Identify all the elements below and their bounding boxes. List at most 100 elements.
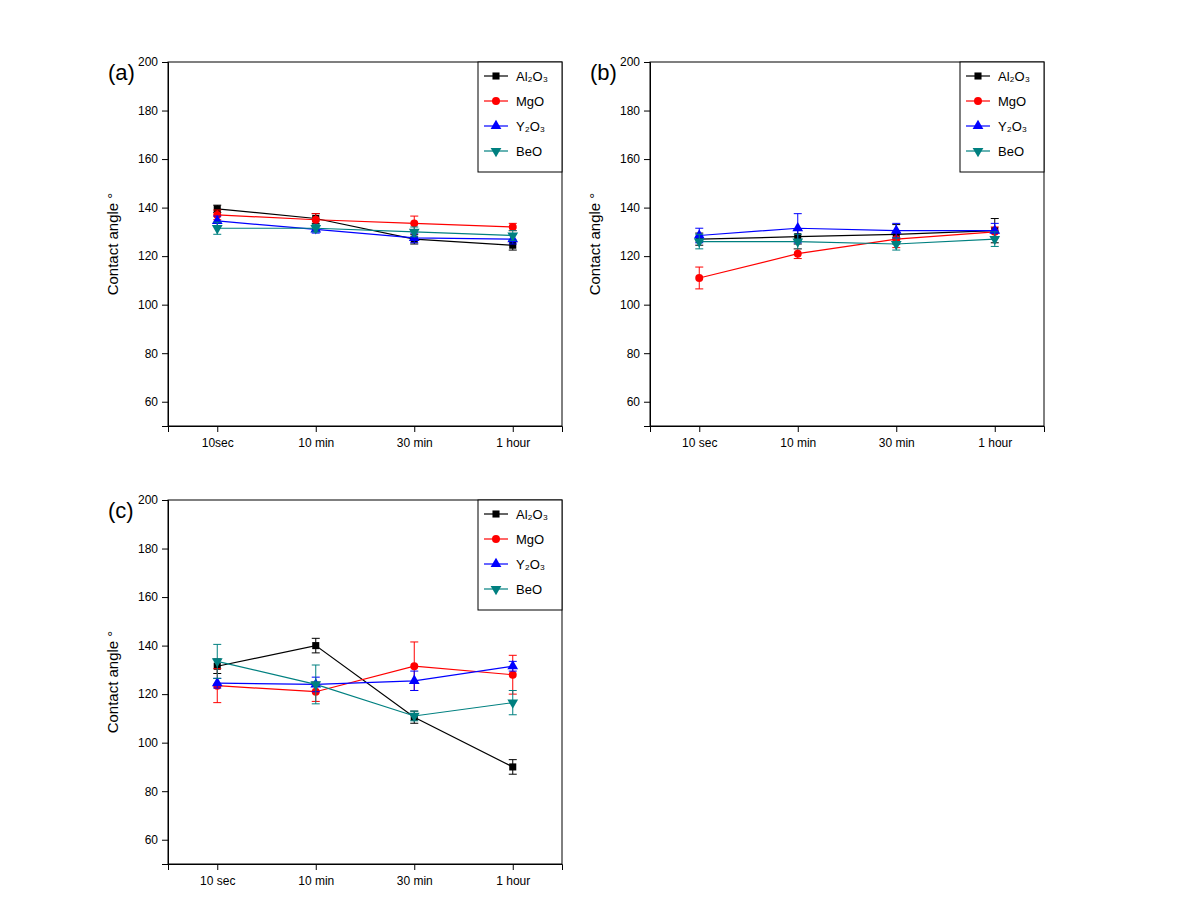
error-bar-segment [213,678,221,679]
x-tick-mark [513,864,514,870]
legend-marker [491,586,502,595]
y-tick-label: 160 [620,152,640,166]
error-bar-segment [312,703,320,704]
legend-entry: Al₂O₃ [484,507,548,522]
x-tick: 10sec [202,426,234,450]
legend-entry: BeO [966,144,1024,159]
x-tick-label: 1 hour [496,874,530,888]
y-tick: 120 [620,249,650,263]
y-tick-label: 140 [138,201,158,215]
x-axis: 10 sec 10 min 30 min 1 hour [169,864,563,888]
legend-box [960,62,1044,172]
x-tick: 10 sec [200,864,235,888]
error-bar [509,223,517,230]
error-bar-segment [509,714,517,715]
marker [310,681,321,690]
error-bar-segment [410,690,418,691]
plot-frame [650,62,1044,426]
error-bar-segment [509,655,517,656]
x-tick-mark [217,864,218,870]
error-bar-segment [892,237,900,238]
marker [312,216,320,224]
y-tick-mark [162,62,168,63]
error-bar-segment [410,711,418,712]
marker [409,229,420,238]
y-tick: 80 [145,347,168,361]
x-axis-line [651,427,1045,433]
x-tick-mark [316,864,317,870]
y-tick: 160 [620,152,650,166]
y-tick: 120 [138,249,168,263]
marker [891,224,902,233]
error-bar-segment [794,248,802,249]
series-line [699,239,995,244]
y-tick: 100 [138,298,168,312]
error-bar-segment [794,258,802,259]
x-tick: 30 min [397,864,433,888]
series [212,222,518,242]
x-tick: 1 hour [496,864,530,888]
legend-entry: Al₂O₃ [484,69,548,84]
y-axis-line [162,63,169,427]
error-bar-segment [794,213,802,214]
panel-label: (c) [108,498,134,523]
error-bar-segment [794,234,802,235]
series [212,660,518,692]
error-bar-segment [695,234,703,235]
error-bar-segment [410,671,418,672]
y-tick: 80 [627,347,650,361]
y-tick-label: 100 [138,298,158,312]
y-axis-line [162,501,169,865]
y-tick-mark [162,597,168,598]
marker [409,675,420,684]
marker [989,224,1000,233]
marker [409,713,420,722]
legend-entry: Y₂O₃ [484,557,545,572]
legend-entry: MgO [484,94,544,109]
panel-label: (b) [590,60,617,85]
error-bar-segment [991,218,999,219]
error-bar-segment [213,688,221,689]
x-tick-label: 1 hour [978,436,1012,450]
legend-marker [491,558,502,567]
error-bar-segment [410,690,418,691]
legend-label: Al₂O₃ [516,69,548,84]
x-tick-label: 10 min [298,874,334,888]
y-tick: 140 [138,639,168,653]
error-bar-segment [410,227,418,228]
marker [695,274,703,282]
x-tick-label: 10sec [202,436,234,450]
error-bar-segment [509,244,517,245]
x-tick-mark [995,426,996,432]
marker [792,222,803,231]
y-tick-label: 160 [138,152,158,166]
error-bar [312,638,320,653]
y-tick-label: 200 [138,493,158,507]
y-tick: 200 [620,55,650,69]
plot-area [694,214,1000,289]
y-tick-label: 80 [145,785,159,799]
series-line [217,646,513,767]
y-tick-label: 200 [138,55,158,69]
marker [410,662,418,670]
x-tick-mark [798,426,799,432]
y-tick-mark [162,353,168,354]
series [213,638,517,774]
x-tick-label: 30 min [879,436,915,450]
y-tick: 80 [145,785,168,799]
legend-marker [492,510,499,517]
error-bar-segment [509,759,517,760]
error-bar [695,267,703,289]
marker [212,215,223,224]
x-tick-mark [316,426,317,432]
y-tick-label: 180 [138,104,158,118]
x-tick-label: 10 min [780,436,816,450]
y-tick: 60 [145,395,168,409]
y-tick-mark [162,549,168,550]
error-bar-segment [410,641,418,642]
error-bar-segment [312,213,320,214]
y-tick-mark [644,353,650,354]
series-line [217,228,513,235]
error-bar-segment [991,223,999,224]
y-tick-label: 120 [620,249,640,263]
